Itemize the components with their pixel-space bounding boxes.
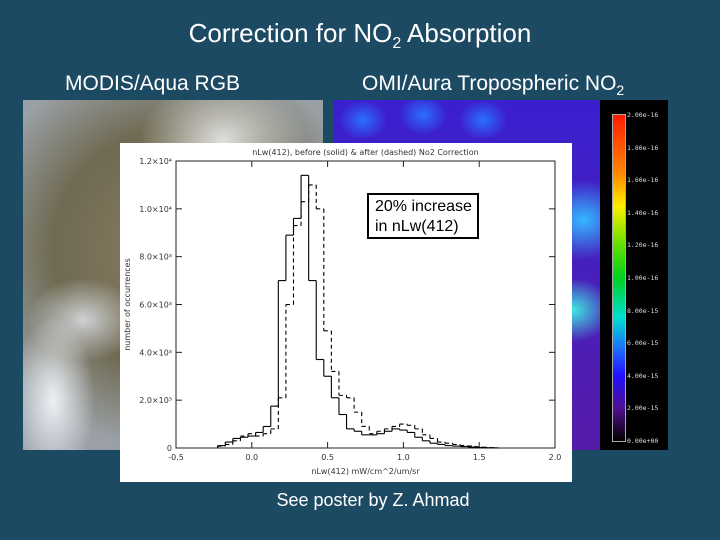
x-tick-label: -0.5 <box>168 453 184 462</box>
title-text: Correction for NO <box>188 18 393 48</box>
y-tick-label: 1.0×10⁴ <box>139 205 172 214</box>
y-tick-label: 0 <box>167 444 172 453</box>
y-axis-label: number of occurrences <box>123 258 132 351</box>
colorbar-tick-label: 1.20e-16 <box>627 241 659 250</box>
x-tick-label: 1.5 <box>473 453 486 462</box>
plot-frame <box>175 160 556 449</box>
title-text-end: Absorption <box>401 18 532 48</box>
x-axis-label: nLw(412) mW/cm^2/um/sr <box>311 467 420 476</box>
colorbar-tick-label: 4.00e-15 <box>627 371 659 380</box>
x-tick-label: 1.0 <box>397 453 410 462</box>
histogram-chart: nLw(412), before (solid) & after (dashed… <box>123 148 562 476</box>
y-tick-label: 6.0×10³ <box>139 301 172 310</box>
title-subscript: 2 <box>392 35 402 53</box>
colorbar-tick-label: 2.00e-16 <box>627 111 659 119</box>
annotation-line-1: 20% increase <box>375 198 472 215</box>
colorbar-gradient <box>612 114 626 442</box>
modis-label: MODIS/Aqua RGB <box>65 72 241 95</box>
colorbar-tick-label: 6.00e-15 <box>627 339 659 348</box>
x-tick-label: 2.0 <box>549 453 562 462</box>
slide-title: Correction for NO2 Absorption <box>0 18 720 53</box>
colorbar: 2.00e-16 1.80e-16 1.60e-16 1.40e-16 1.20e-16… <box>600 100 668 450</box>
omi-label: OMI/Aura Tropospheric NO2 <box>362 72 624 98</box>
colorbar-tick-label: 0.00e+00 <box>627 437 659 445</box>
colorbar-tick-label: 1.40e-16 <box>627 208 659 217</box>
colorbar-tick-label: 1.00e-16 <box>627 274 659 282</box>
x-tick-label: 0.5 <box>321 453 334 462</box>
y-tick-label: 1.2×10⁴ <box>139 157 172 166</box>
y-tick-label: 4.0×10³ <box>139 348 172 357</box>
annotation-box: 20% increase in nLw(412) <box>367 193 479 239</box>
colorbar-tick-label: 8.00e-15 <box>627 306 659 315</box>
y-tick-label: 2.0×10³ <box>139 396 172 405</box>
colorbar-tick-label: 1.80e-16 <box>627 143 659 152</box>
omi-label-subscript: 2 <box>616 82 625 99</box>
y-tick-label: 8.0×10³ <box>139 253 172 262</box>
chart-title: nLw(412), before (solid) & after (dashed… <box>252 148 478 157</box>
histogram-panel: nLw(412), before (solid) & after (dashed… <box>120 143 572 482</box>
colorbar-tick-label: 1.60e-16 <box>627 176 659 185</box>
x-tick-label: 0.0 <box>245 453 258 462</box>
annotation-line-2: in nLw(412) <box>375 218 459 235</box>
colorbar-tick-label: 2.00e-15 <box>627 404 659 413</box>
omi-label-text: OMI/Aura Tropospheric NO <box>362 72 617 95</box>
caption: See poster by Z. Ahmad <box>276 490 470 510</box>
